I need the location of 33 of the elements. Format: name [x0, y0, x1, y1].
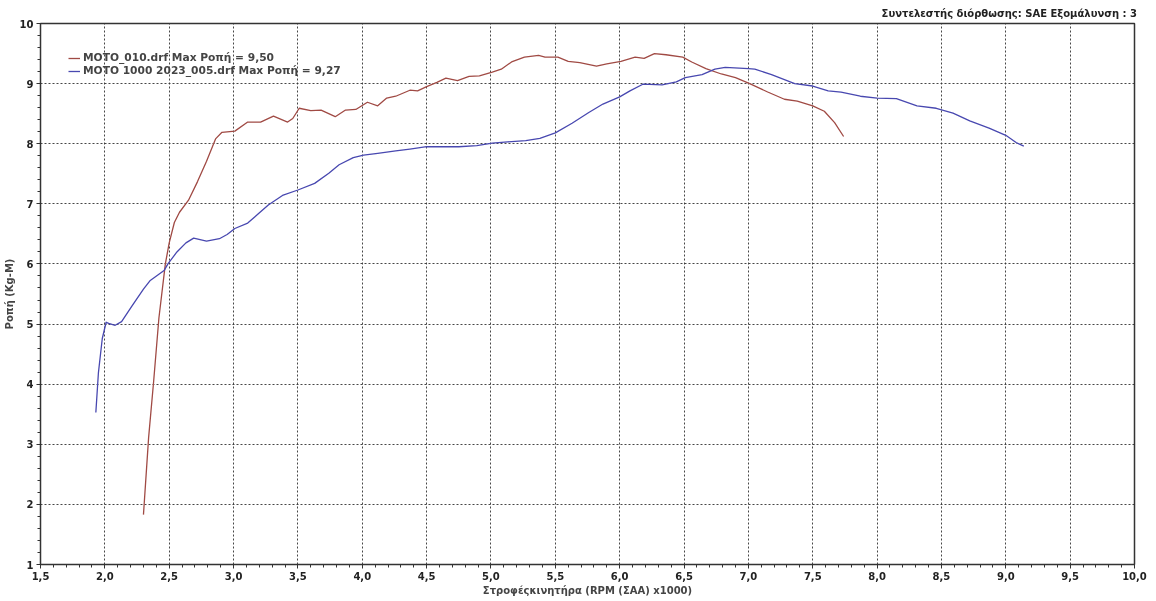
x-tick-label: 4,5: [417, 570, 436, 582]
y-tick-label: 8: [26, 138, 34, 150]
x-tick-label: 2,5: [160, 570, 179, 582]
y-tick-label: 10: [19, 18, 34, 30]
x-tick-label: 10,0: [1122, 570, 1147, 582]
y-tick-label: 9: [26, 78, 34, 90]
y-tick-label: 4: [26, 379, 34, 391]
x-tick-label: 6,5: [675, 570, 693, 582]
x-axis-title: Στροφέςκινητήρα (RPM (ΣΑΑ) x1000): [482, 584, 693, 596]
y-tick-label: 1: [26, 559, 34, 571]
x-tick-label: 7,0: [739, 570, 758, 582]
legend-label: MOTO_010.drf Max Ροπή = 9,50: [83, 51, 275, 64]
y-tick-label: 5: [26, 319, 34, 331]
x-tick-label: 9,5: [1061, 570, 1080, 582]
y-tick-label: 2: [26, 499, 34, 511]
x-tick-label: 5,0: [482, 570, 500, 582]
text: Συντελεστής διόρθωσης: SAE Εξομάλυνση : 3: [881, 7, 1138, 19]
x-tick-label: 1,5: [31, 570, 50, 582]
x-tick-label: 8,5: [932, 570, 951, 582]
y-tick-label: 7: [26, 198, 34, 210]
y-axis-title: Ροπή (Kg-M): [3, 258, 15, 330]
x-tick-label: 3,5: [289, 570, 307, 582]
y-tick-label: 6: [26, 258, 34, 270]
x-tick-label: 4,0: [353, 570, 372, 582]
x-tick-label: 2,0: [96, 570, 114, 582]
y-tick-label: 3: [26, 439, 34, 451]
x-tick-label: 7,5: [803, 570, 822, 582]
x-tick-label: 6,0: [610, 570, 629, 582]
x-tick-label: 9,0: [996, 570, 1015, 582]
legend-label: MOTO 1000 2023_005.drf Max Ροπή = 9,27: [83, 64, 341, 77]
x-tick-label: 3,0: [224, 570, 243, 582]
x-tick-label: 5,5: [546, 570, 565, 582]
x-tick-label: 8,0: [868, 570, 886, 582]
